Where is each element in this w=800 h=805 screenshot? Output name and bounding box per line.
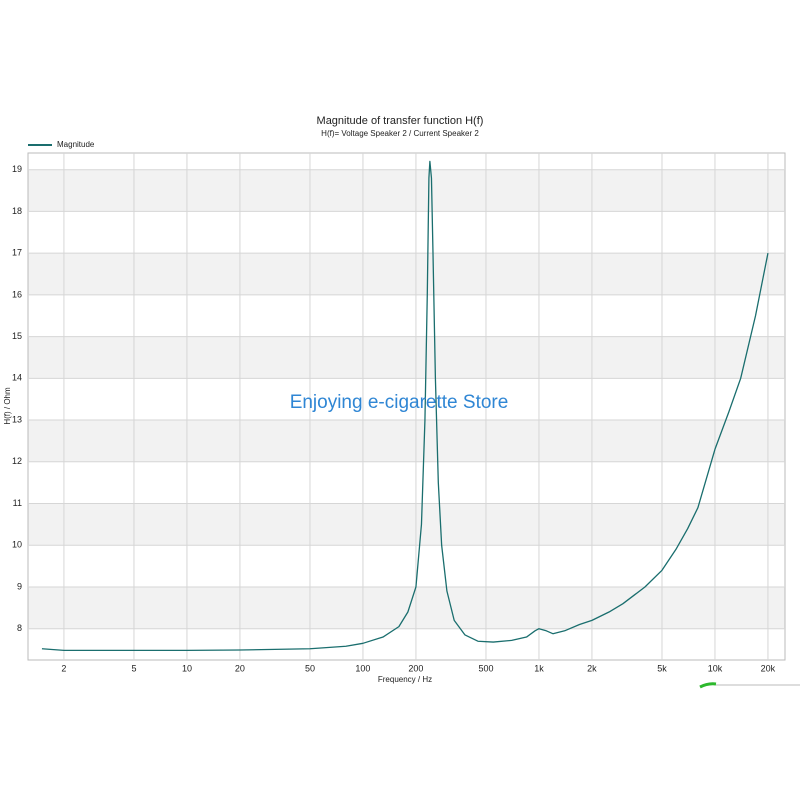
- x-tick-label: 100: [355, 663, 370, 673]
- y-tick-label: 16: [12, 289, 22, 299]
- y-tick-label: 17: [12, 248, 22, 258]
- x-tick-label: 20: [235, 663, 245, 673]
- x-tick-label: 10k: [708, 663, 723, 673]
- grid-band: [28, 336, 785, 379]
- x-tick-label: 20k: [761, 663, 776, 673]
- grid-band: [28, 169, 785, 212]
- plot-frame: [27, 152, 786, 661]
- x-tick-label: 500: [478, 663, 493, 673]
- y-axis-label: H(f) / Ohm: [3, 387, 12, 425]
- y-tick-label: 18: [12, 206, 22, 216]
- x-tick-label: 2: [61, 663, 66, 673]
- x-tick-label: 5: [131, 663, 136, 673]
- grid-band: [28, 503, 785, 546]
- y-tick-label: 12: [12, 456, 22, 466]
- grid-band: [28, 253, 785, 295]
- y-tick-label: 11: [13, 498, 22, 508]
- y-tick-label: 15: [12, 331, 22, 341]
- grid-band: [28, 420, 785, 462]
- x-tick-label: 2k: [587, 663, 597, 673]
- chart-subtitle: H(f)= Voltage Speaker 2 / Current Speake…: [321, 129, 479, 138]
- y-tick-label: 9: [17, 581, 22, 591]
- watermark: Enjoying e-cigarette Store: [290, 392, 509, 413]
- y-tick-label: 13: [12, 414, 22, 424]
- data-line: [41, 160, 769, 652]
- x-tick-label: 50: [305, 663, 315, 673]
- y-tick-label: 8: [17, 623, 22, 633]
- x-tick-label: 10: [182, 663, 192, 673]
- x-tick-label: 5k: [657, 663, 667, 673]
- decoration: [699, 682, 717, 689]
- x-tick-label: 1k: [534, 663, 544, 673]
- x-tick-label: 200: [408, 663, 423, 673]
- y-tick-label: 14: [12, 373, 22, 383]
- y-tick-label: 10: [12, 540, 22, 550]
- y-tick-label: 19: [12, 164, 22, 174]
- x-axis-label: Frequency / Hz: [378, 675, 432, 684]
- grid-band: [28, 586, 785, 629]
- legend-label: Magnitude: [57, 140, 95, 149]
- chart-title: Magnitude of transfer function H(f): [317, 115, 484, 127]
